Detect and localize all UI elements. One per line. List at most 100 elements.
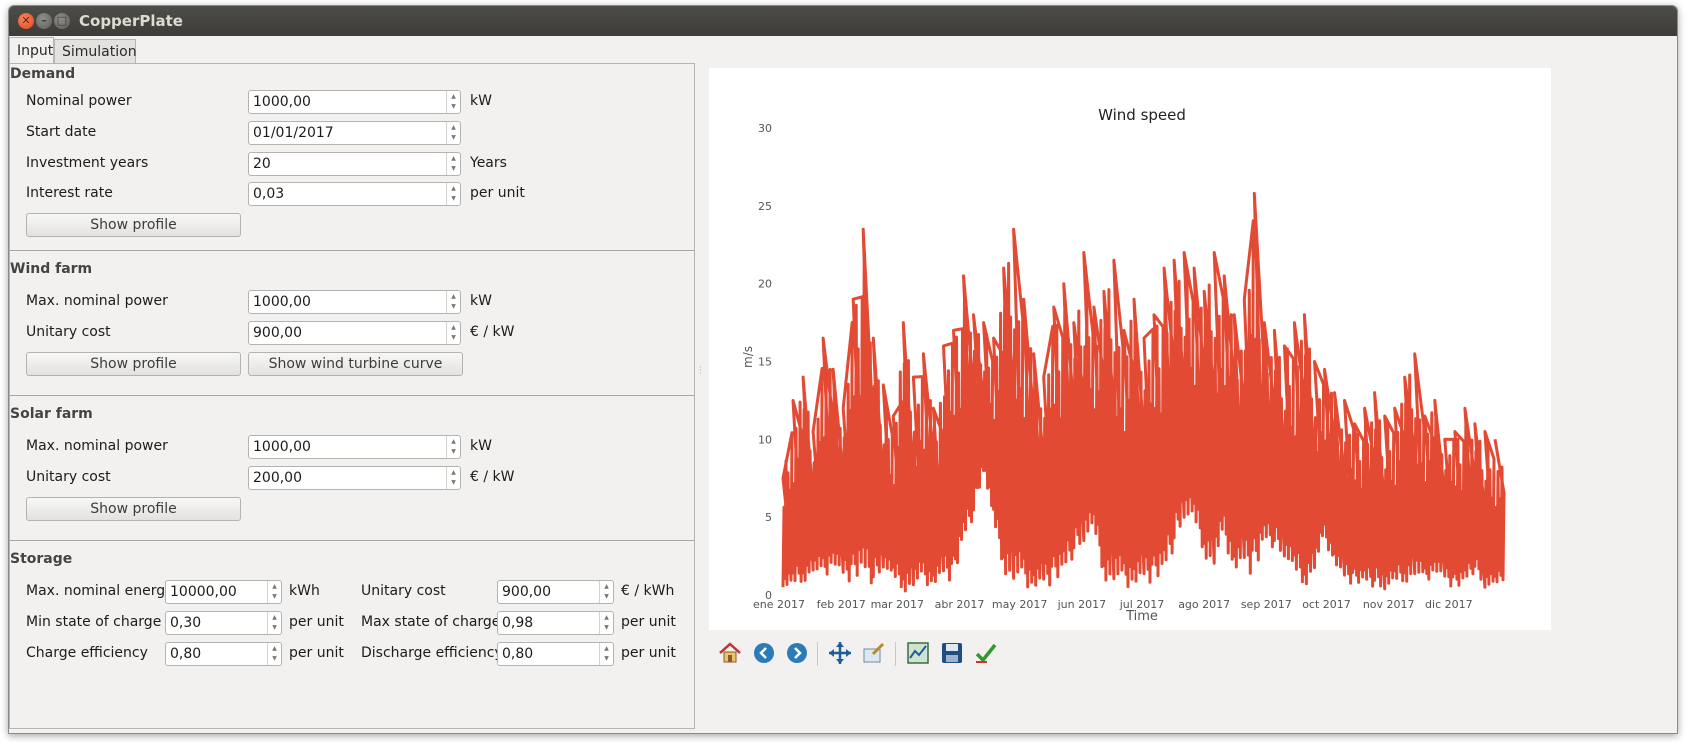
x-tick-label: dic 2017 bbox=[1425, 598, 1473, 611]
spin-arrows-icon[interactable]: ▲ ▼ bbox=[446, 122, 460, 144]
wind-speed-series-line bbox=[781, 191, 1506, 593]
investment-years-input[interactable]: 20 ▲ ▼ bbox=[248, 152, 461, 176]
x-tick-label: ago 2017 bbox=[1178, 598, 1230, 611]
wind-speed-chart: Wind speed Time m/s 0 5 10 15 20 25 30 ene 201… bbox=[741, 106, 1506, 624]
wind-show-profile-button[interactable]: Show profile bbox=[26, 352, 241, 376]
max-energy-unit: kWh bbox=[289, 583, 320, 599]
spin-arrows-icon[interactable]: ▲ ▼ bbox=[446, 183, 460, 205]
discharge-efficiency-unit: per unit bbox=[621, 645, 676, 661]
spin-arrows-icon[interactable]: ▲ ▼ bbox=[446, 322, 460, 344]
nominal-power-input[interactable]: 1000,00 ▲ ▼ bbox=[248, 90, 461, 114]
spin-arrows-icon[interactable]: ▲ ▼ bbox=[446, 291, 460, 313]
x-tick-label: abr 2017 bbox=[935, 598, 985, 611]
min-soc-label: Min state of charge bbox=[26, 614, 162, 630]
investment-years-label: Investment years bbox=[26, 155, 149, 171]
spin-arrows-icon[interactable]: ▲ ▼ bbox=[446, 153, 460, 175]
max-energy-label: Max. nominal energy bbox=[26, 583, 174, 599]
y-tick-label: 30 bbox=[758, 122, 772, 135]
section-title-demand: Demand bbox=[10, 66, 76, 82]
tab-input[interactable]: Input bbox=[9, 37, 54, 65]
wind-max-power-unit: kW bbox=[470, 293, 492, 309]
home-icon[interactable] bbox=[717, 640, 743, 666]
x-tick-label: jun 2017 bbox=[1057, 598, 1107, 611]
solar-max-power-unit: kW bbox=[470, 438, 492, 454]
spin-arrows-icon[interactable]: ▲ ▼ bbox=[267, 581, 281, 603]
minimize-icon[interactable]: – bbox=[36, 13, 52, 29]
interest-rate-label: Interest rate bbox=[26, 185, 113, 201]
max-soc-label: Max state of charge bbox=[361, 614, 501, 630]
zoom-icon[interactable] bbox=[861, 640, 887, 666]
x-tick-label: jul 2017 bbox=[1119, 598, 1165, 611]
spin-arrows-icon[interactable]: ▲ ▼ bbox=[599, 643, 613, 665]
interest-rate-unit: per unit bbox=[470, 185, 525, 201]
wind-max-power-input[interactable]: 1000,00 ▲ ▼ bbox=[248, 290, 461, 314]
solar-max-power-label: Max. nominal power bbox=[26, 438, 168, 454]
section-title-storage: Storage bbox=[10, 551, 73, 567]
spin-arrows-icon[interactable]: ▲ ▼ bbox=[267, 612, 281, 634]
investment-years-value: 20 bbox=[253, 156, 271, 172]
chart-title: Wind speed bbox=[1098, 106, 1186, 124]
y-tick-label: 10 bbox=[758, 433, 772, 446]
y-tick-label: 25 bbox=[758, 200, 772, 213]
storage-unitary-cost-value: 900,00 bbox=[502, 584, 551, 600]
close-icon[interactable]: ✕ bbox=[18, 13, 34, 29]
maximize-icon[interactable]: □ bbox=[54, 13, 70, 29]
x-ticks: ene 2017 feb 2017 mar 2017 abr 2017 may 2017… bbox=[753, 598, 1473, 611]
edit-curves-icon[interactable] bbox=[973, 640, 999, 666]
storage-unitary-cost-unit: € / kWh bbox=[621, 583, 675, 599]
min-soc-unit: per unit bbox=[289, 614, 344, 630]
nominal-power-value: 1000,00 bbox=[253, 94, 311, 110]
pan-icon[interactable] bbox=[827, 640, 853, 666]
spin-arrows-icon[interactable]: ▲ ▼ bbox=[599, 612, 613, 634]
spin-arrows-icon[interactable]: ▲ ▼ bbox=[446, 467, 460, 489]
spin-arrows-icon[interactable]: ▲ ▼ bbox=[446, 436, 460, 458]
splitter-handle[interactable]: · · · bbox=[699, 363, 702, 378]
wind-unitary-cost-input[interactable]: 900,00 ▲ ▼ bbox=[248, 321, 461, 345]
plot-canvas[interactable]: Wind speed Time m/s 0 5 10 15 20 25 30 ene 201… bbox=[709, 68, 1551, 630]
wind-max-power-label: Max. nominal power bbox=[26, 293, 168, 309]
start-date-label: Start date bbox=[26, 124, 97, 140]
solar-max-power-input[interactable]: 1000,00 ▲ ▼ bbox=[248, 435, 461, 459]
discharge-efficiency-input[interactable]: 0,80 ▲ ▼ bbox=[497, 642, 614, 666]
spin-arrows-icon[interactable]: ▲ ▼ bbox=[267, 643, 281, 665]
solar-max-power-value: 1000,00 bbox=[253, 439, 311, 455]
max-energy-input[interactable]: 10000,00 ▲ ▼ bbox=[165, 580, 282, 604]
save-icon[interactable] bbox=[939, 640, 965, 666]
charge-efficiency-unit: per unit bbox=[289, 645, 344, 661]
y-tick-label: 5 bbox=[765, 511, 772, 524]
section-divider bbox=[10, 540, 694, 541]
x-tick-label: mar 2017 bbox=[871, 598, 924, 611]
wind-unitary-cost-label: Unitary cost bbox=[26, 324, 111, 340]
forward-icon[interactable] bbox=[784, 640, 810, 666]
spin-arrows-icon[interactable]: ▲ ▼ bbox=[599, 581, 613, 603]
investment-years-unit: Years bbox=[470, 155, 507, 171]
tab-simulation[interactable]: Simulation bbox=[54, 39, 137, 65]
demand-show-profile-button[interactable]: Show profile bbox=[26, 213, 241, 237]
x-tick-label: oct 2017 bbox=[1302, 598, 1351, 611]
spin-arrows-icon[interactable]: ▲ ▼ bbox=[446, 91, 460, 113]
solar-unitary-cost-unit: € / kW bbox=[470, 469, 515, 485]
start-date-value: 01/01/2017 bbox=[253, 125, 334, 141]
storage-unitary-cost-label: Unitary cost bbox=[361, 583, 446, 599]
solar-unitary-cost-value: 200,00 bbox=[253, 470, 302, 486]
main-window: ✕ – □ CopperPlate Input Simulation Deman… bbox=[8, 5, 1678, 734]
max-soc-input[interactable]: 0,98 ▲ ▼ bbox=[497, 611, 614, 635]
title-bar: ✕ – □ CopperPlate bbox=[9, 6, 1677, 36]
start-date-input[interactable]: 01/01/2017 ▲ ▼ bbox=[248, 121, 461, 145]
show-wind-turbine-curve-button[interactable]: Show wind turbine curve bbox=[248, 352, 463, 376]
section-divider bbox=[10, 250, 694, 251]
interest-rate-input[interactable]: 0,03 ▲ ▼ bbox=[248, 182, 461, 206]
solar-show-profile-button[interactable]: Show profile bbox=[26, 497, 241, 521]
subplots-icon[interactable] bbox=[905, 640, 931, 666]
y-tick-label: 20 bbox=[758, 278, 772, 291]
nominal-power-unit: kW bbox=[470, 93, 492, 109]
min-soc-input[interactable]: 0,30 ▲ ▼ bbox=[165, 611, 282, 635]
solar-unitary-cost-input[interactable]: 200,00 ▲ ▼ bbox=[248, 466, 461, 490]
toolbar-separator bbox=[895, 642, 896, 666]
back-icon[interactable] bbox=[751, 640, 777, 666]
charge-efficiency-input[interactable]: 0,80 ▲ ▼ bbox=[165, 642, 282, 666]
window-title: CopperPlate bbox=[79, 12, 183, 30]
storage-unitary-cost-input[interactable]: 900,00 ▲ ▼ bbox=[497, 580, 614, 604]
input-panel: Demand Nominal power 1000,00 ▲ ▼ kW Start … bbox=[9, 63, 695, 729]
max-energy-value: 10000,00 bbox=[170, 584, 237, 600]
